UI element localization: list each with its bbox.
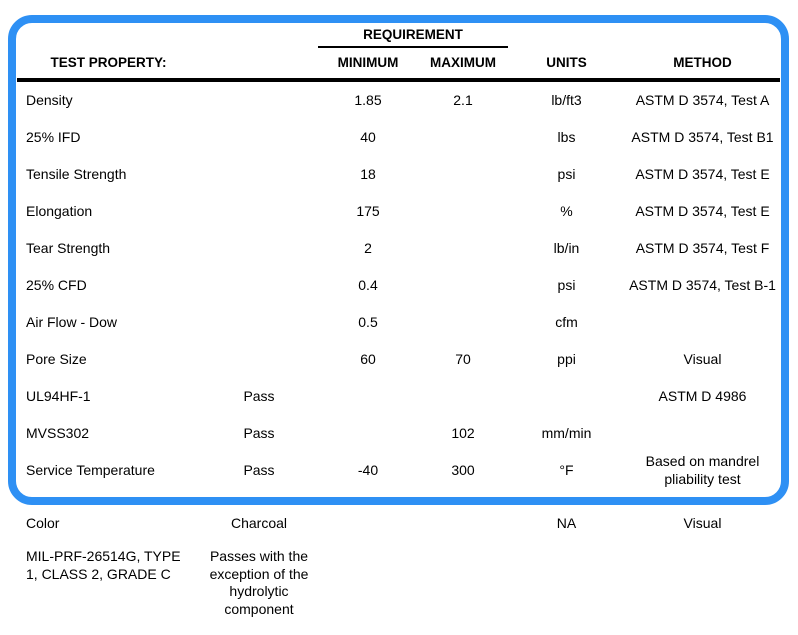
property-cell: Service Temperature <box>26 461 155 478</box>
property-cell: Density <box>26 91 73 108</box>
method-cell: ASTM D 3574, Test F <box>635 239 770 256</box>
units-cell: psi <box>557 276 576 293</box>
table-row: Tear Strength 2 lb/in ASTM D 3574, Test F <box>17 230 780 267</box>
minimum-cell: 2 <box>364 239 372 256</box>
table-row: Elongation 175% ASTM D 3574, Test E <box>17 193 780 230</box>
method-cell: Based on mandrel pliability test <box>645 453 760 487</box>
table-row: Service Temperature Pass -40 300 °F Based on … <box>17 452 780 489</box>
method-cell: ASTM D 3574, Test A <box>635 91 770 108</box>
units-cell: % <box>560 202 573 219</box>
minimum-cell: 1.85 <box>354 91 382 108</box>
requirement-group-header: REQUIREMENT <box>318 27 508 48</box>
table-row: Tensile Strength 18 psi ASTM D 3574, Test E <box>17 156 780 193</box>
units-cell: °F <box>559 461 574 478</box>
column-header-method: METHOD <box>673 54 732 70</box>
table-row: MVSS302 Pass 102 mm/min <box>17 415 780 452</box>
table-row: MIL-PRF-26514G, TYPE 1, CLASS 2, GRADE C… <box>17 542 780 618</box>
column-header-minimum: MINIMUM <box>337 54 399 70</box>
table-row: Pore Size 60 70 ppi Visual <box>17 341 780 378</box>
maximum-cell: 2.1 <box>453 91 473 108</box>
units-cell: NA <box>556 514 577 531</box>
minimum-cell: -40 <box>357 461 379 478</box>
minimum-cell: 0.4 <box>358 276 378 293</box>
header-divider-rule <box>17 78 780 82</box>
property-cell: Air Flow - Dow <box>26 313 118 330</box>
property-cell: 25% CFD <box>26 276 87 293</box>
property-cell: Elongation <box>26 202 93 219</box>
table-body: Density 1.85 2.1 lb/ft3 ASTM D 3574, Test A 2… <box>17 82 780 489</box>
table-footer: Color Charcoal NA Visual MIL-PRF-26514G, TYP… <box>17 505 780 618</box>
property-cell: MVSS302 <box>26 424 90 441</box>
maximum-cell: 300 <box>451 461 475 478</box>
method-cell: ASTM D 4986 <box>658 387 747 404</box>
column-header-units: UNITS <box>546 54 587 70</box>
method-cell: ASTM D 3574, Test E <box>635 165 770 182</box>
method-cell: ASTM D 3574, Test B1 <box>631 128 774 145</box>
method-cell: ASTM D 3574, Test B-1 <box>629 276 776 293</box>
property-cell: Color <box>26 514 60 531</box>
result-cell: Pass <box>243 461 275 478</box>
minimum-cell: 60 <box>360 350 376 367</box>
minimum-cell: 175 <box>356 202 380 219</box>
table-row: Density 1.85 2.1 lb/ft3 ASTM D 3574, Test A <box>17 82 780 119</box>
property-cell: Tensile Strength <box>26 165 127 182</box>
property-cell: Pore Size <box>26 350 87 367</box>
units-cell: cfm <box>555 313 578 330</box>
units-cell: lb/in <box>553 239 580 256</box>
blue-highlight-border <box>8 15 789 505</box>
maximum-cell: 70 <box>455 350 471 367</box>
result-cell: Passes with the exception of the hydroly… <box>209 548 309 617</box>
spec-table: REQUIREMENT TEST PROPERTY: MINIMUM MAXIM… <box>17 24 780 489</box>
result-cell: Pass <box>243 387 275 404</box>
minimum-cell: 40 <box>360 128 376 145</box>
requirement-header-row: REQUIREMENT <box>17 24 780 48</box>
units-cell: ppi <box>557 350 576 367</box>
units-cell: lb/ft3 <box>551 91 582 108</box>
property-cell: 25% IFD <box>26 128 81 145</box>
units-cell: mm/min <box>541 424 592 441</box>
minimum-cell: 0.5 <box>358 313 378 330</box>
table-row: Air Flow - Dow 0.5 cfm <box>17 304 780 341</box>
maximum-cell: 102 <box>451 424 475 441</box>
minimum-cell: 18 <box>360 165 376 182</box>
property-cell: MIL-PRF-26514G, TYPE 1, CLASS 2, GRADE C <box>26 548 181 582</box>
table-row: 25% CFD 0.4 psi ASTM D 3574, Test B-1 <box>17 267 780 304</box>
property-cell: Tear Strength <box>26 239 111 256</box>
method-cell: ASTM D 3574, Test E <box>635 202 770 219</box>
table-row: 25% IFD 40 lbs ASTM D 3574, Test B1 <box>17 119 780 156</box>
method-cell: Visual <box>683 350 722 367</box>
table-row: Color Charcoal NA Visual <box>17 505 780 542</box>
result-cell: Charcoal <box>230 514 288 531</box>
property-cell: UL94HF-1 <box>26 387 91 404</box>
table-row: UL94HF-1 Pass ASTM D 4986 <box>17 378 780 415</box>
column-header-row: TEST PROPERTY: MINIMUM MAXIMUM UNITS MET… <box>17 48 780 76</box>
result-cell: Pass <box>243 424 275 441</box>
method-cell: Visual <box>683 514 722 531</box>
column-header-maximum: MAXIMUM <box>430 54 496 70</box>
units-cell: lbs <box>557 128 576 145</box>
column-header-property: TEST PROPERTY: <box>50 54 167 70</box>
units-cell: psi <box>557 165 576 182</box>
